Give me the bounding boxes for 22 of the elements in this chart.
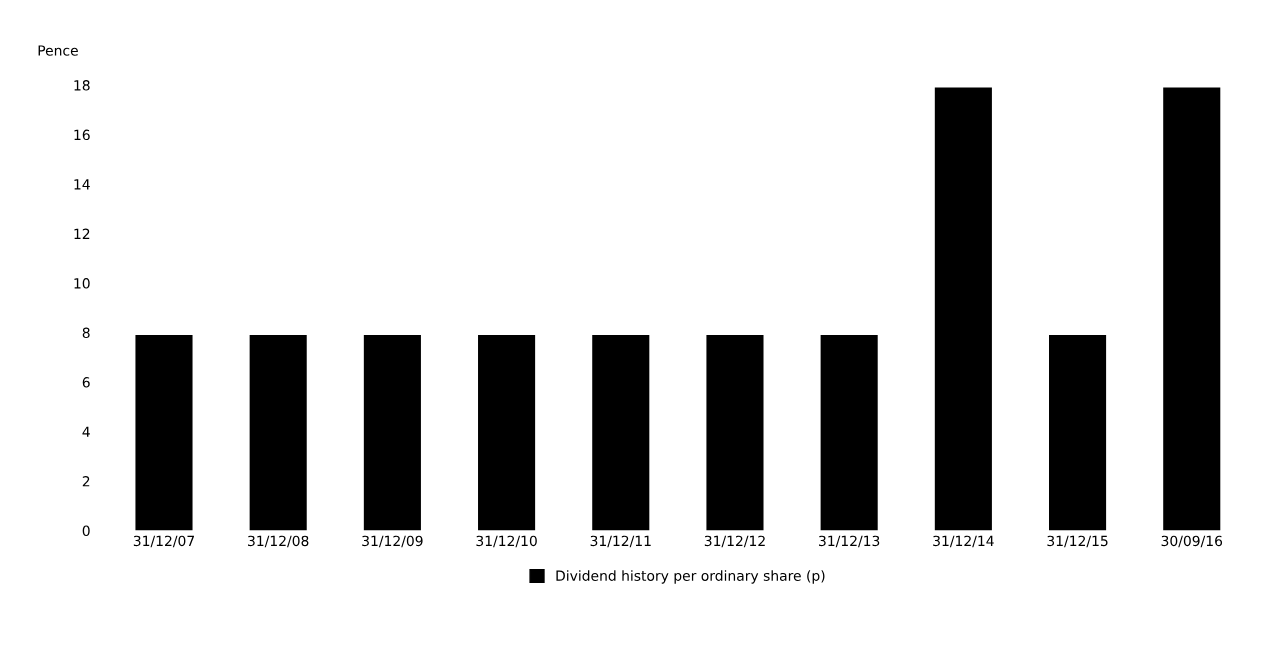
x-tick-label: 31/12/13: [819, 535, 880, 548]
x-tick-label: 31/12/15: [1047, 535, 1108, 548]
y-tick-label: 0: [82, 525, 90, 537]
y-tick-label: 10: [74, 278, 90, 289]
y-tick-label: 12: [74, 228, 90, 239]
y-tick-label: 18: [74, 80, 90, 91]
x-tick-label: 31/12/11: [590, 535, 651, 548]
y-tick-label: 14: [74, 179, 90, 190]
y-axis-title: Pence: [38, 45, 78, 56]
x-tick-label: 31/12/09: [362, 535, 423, 548]
x-tick-label: 31/12/10: [476, 535, 537, 548]
legend-label: Dividend history per ordinary share (p): [556, 570, 825, 584]
x-tick-label: 30/09/16: [1161, 535, 1223, 548]
y-tick-label: 6: [82, 377, 90, 388]
x-tick-label: 31/12/12: [704, 535, 765, 548]
y-tick-label: 4: [82, 426, 90, 437]
y-tick-label: 2: [82, 476, 90, 487]
x-tick-label: 31/12/07: [133, 535, 194, 548]
y-tick-label: 16: [74, 129, 90, 141]
y-tick-label: 8: [82, 327, 90, 339]
x-tick-label: 31/12/08: [248, 535, 309, 548]
x-tick-label: 31/12/14: [933, 535, 994, 548]
